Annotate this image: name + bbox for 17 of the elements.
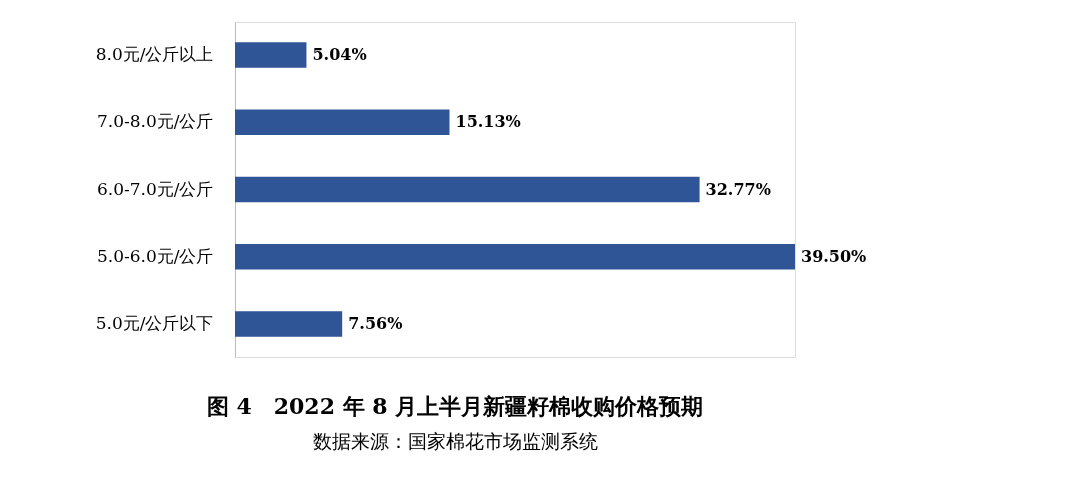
y-tick-label: 5.0-6.0元/公斤 bbox=[96, 245, 214, 266]
data-label: 15.13% bbox=[455, 112, 521, 132]
text: 图 4 2022 年 8 月上半月新疆籽棉收购价格预期 bbox=[206, 393, 704, 419]
data-label: 32.77% bbox=[705, 179, 771, 199]
data-label: 7.56% bbox=[348, 314, 403, 334]
y-tick-label: 5.0元/公斤以下 bbox=[95, 313, 214, 334]
bar bbox=[235, 243, 795, 270]
bar bbox=[235, 176, 700, 203]
bar bbox=[235, 42, 307, 68]
y-tick-label: 7.0-8.0元/公斤 bbox=[96, 111, 214, 132]
data-label: 5.04% bbox=[312, 44, 367, 64]
bar bbox=[235, 311, 343, 337]
y-tick-label: 6.0-7.0元/公斤 bbox=[96, 178, 214, 199]
source-note: 数据来源：国家棉花市场监测系统 bbox=[312, 430, 598, 452]
y-tick-label: 8.0元/公斤以上 bbox=[95, 43, 214, 64]
data-label: 39.50% bbox=[801, 246, 867, 266]
bar bbox=[235, 109, 450, 136]
